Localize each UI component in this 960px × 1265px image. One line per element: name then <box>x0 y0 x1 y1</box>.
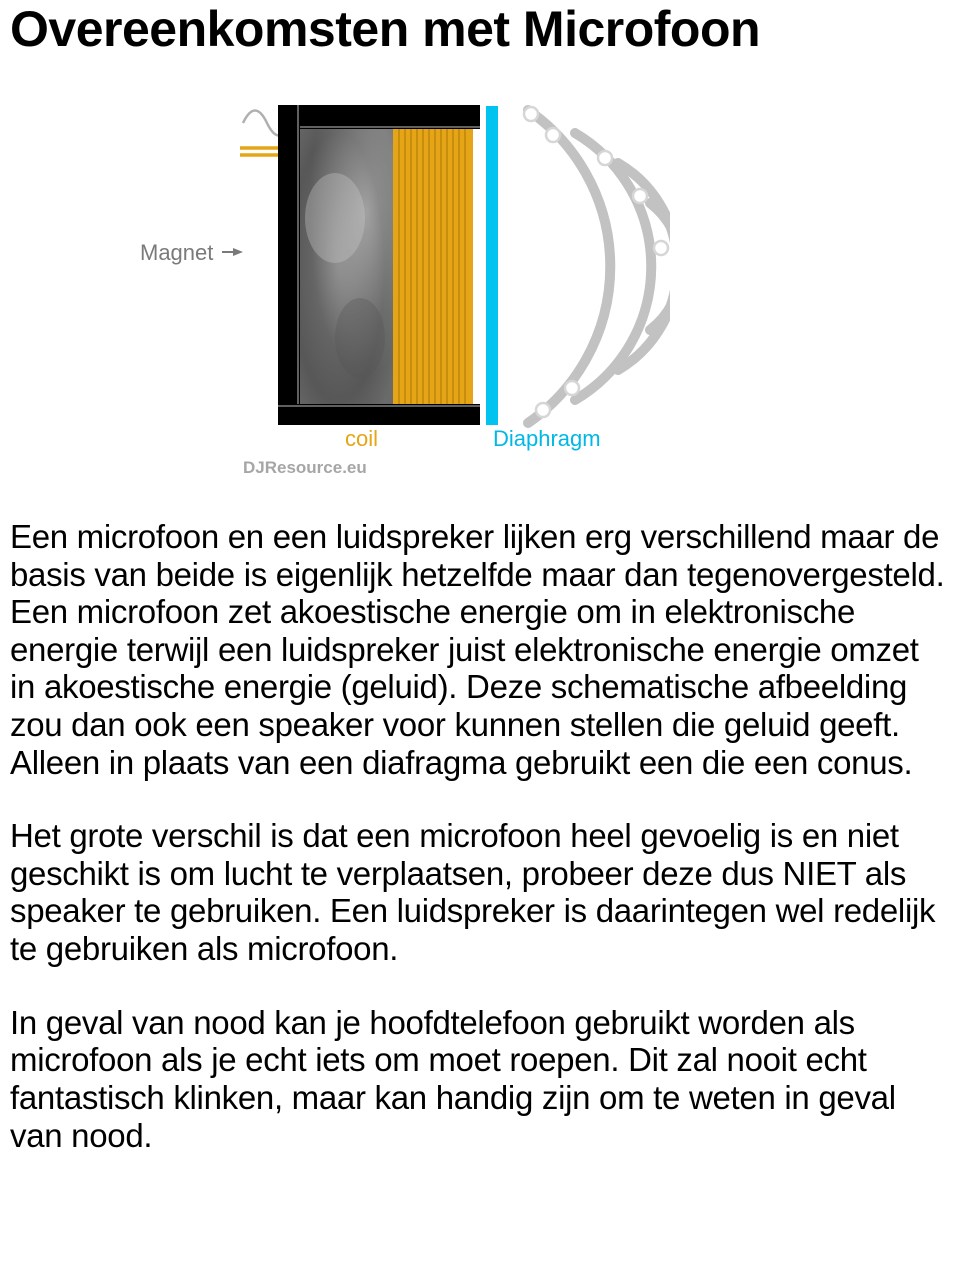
body-paragraph-1: Een microfoon en een luidspreker lijken … <box>10 518 950 781</box>
diaphragm-label: Diaphragm <box>493 426 601 452</box>
magnet-label: Magnet <box>140 240 213 266</box>
microphone-diagram: Magnet coil Diaphragm DJResource.eu <box>125 88 670 483</box>
body-paragraph-3: In geval van nood kan je hoofdtelefoon g… <box>10 1004 950 1154</box>
page-title: Overeenkomsten met Microfoon <box>10 0 950 58</box>
coil-label: coil <box>345 426 378 452</box>
body-paragraph-2: Het grote verschil is dat een microfoon … <box>10 817 950 967</box>
attribution-label: DJResource.eu <box>243 458 367 478</box>
